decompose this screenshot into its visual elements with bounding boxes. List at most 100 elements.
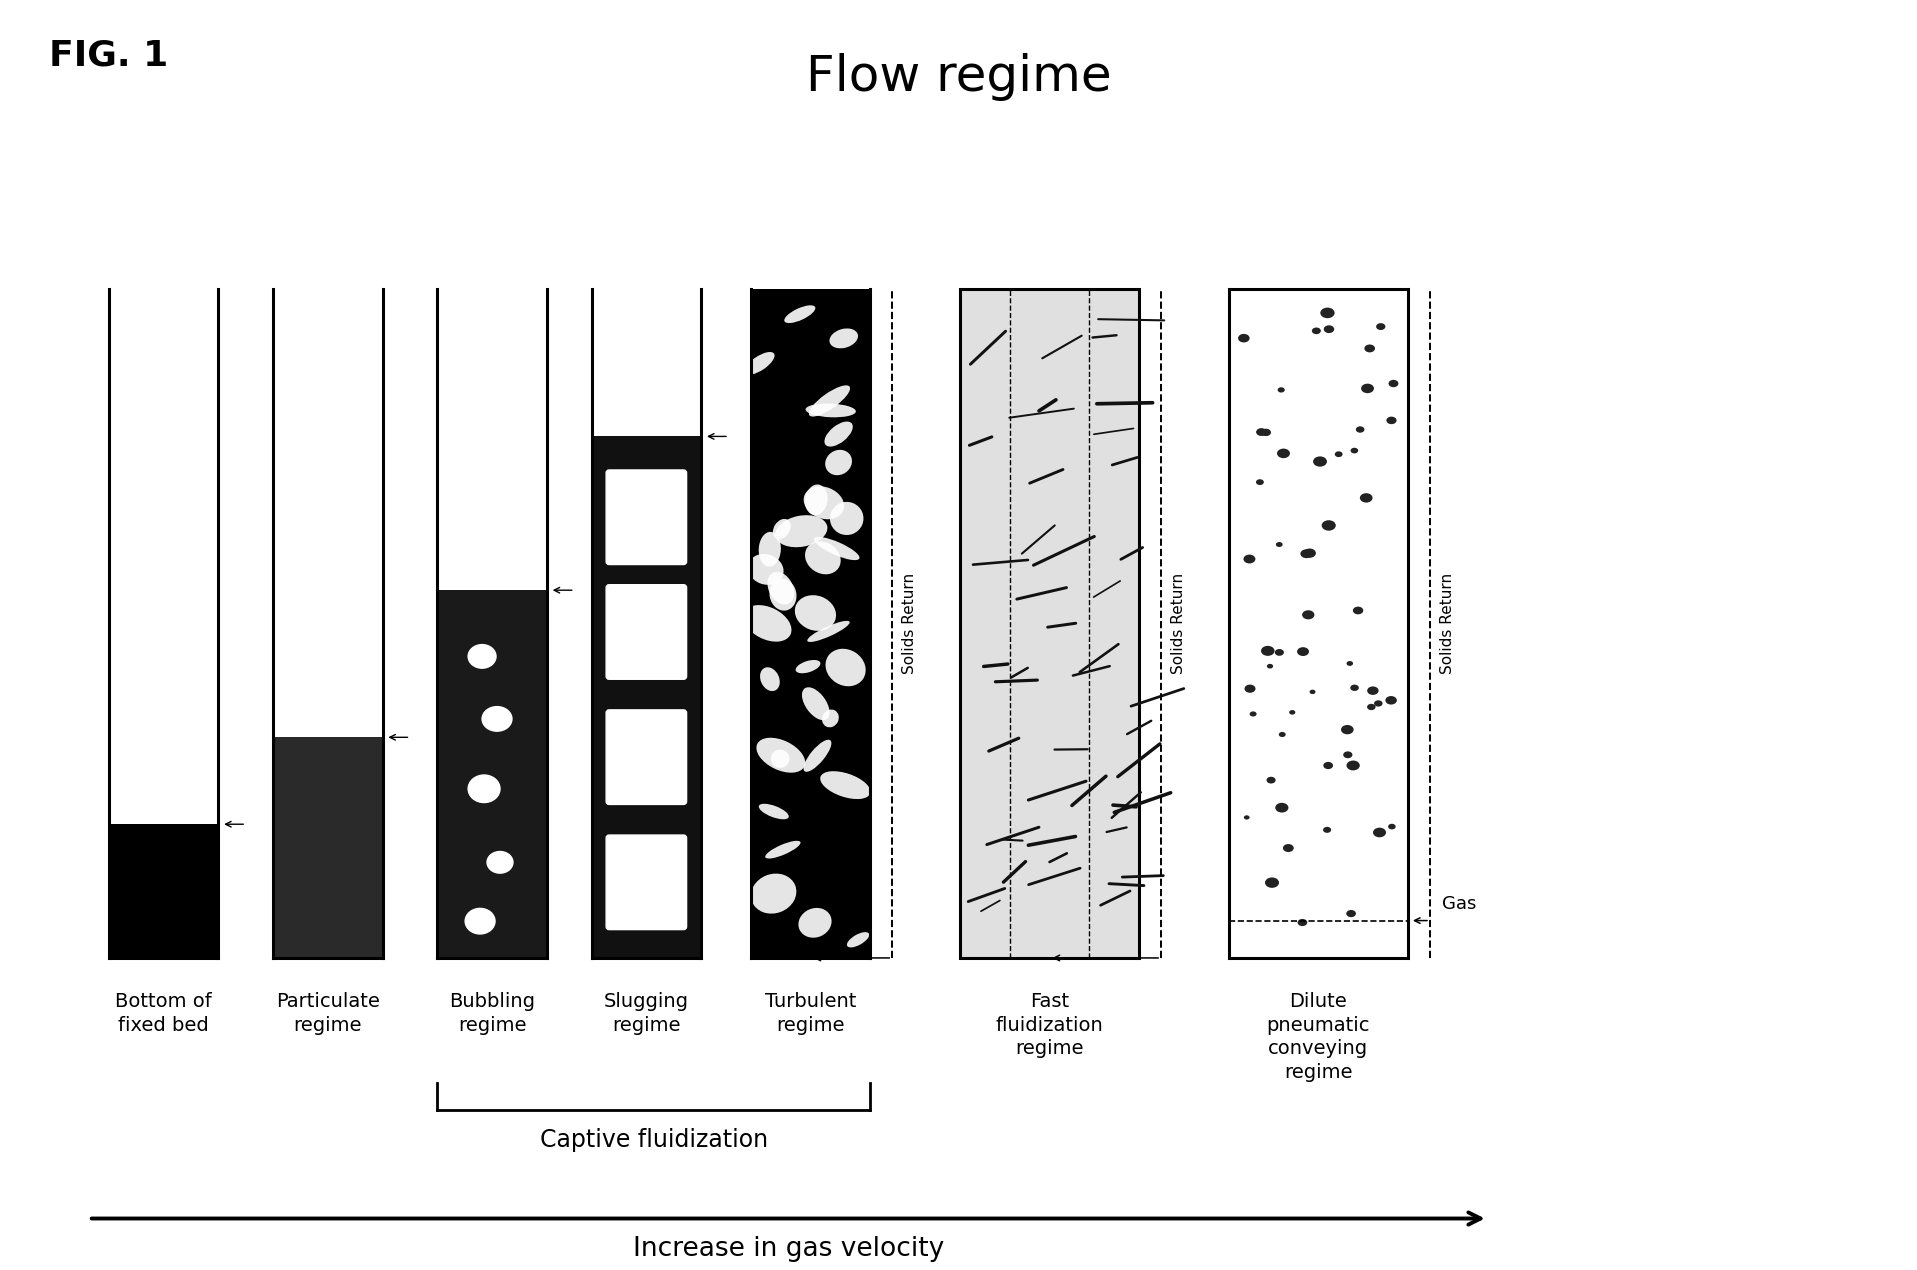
Ellipse shape (824, 422, 853, 447)
Ellipse shape (847, 932, 868, 947)
Ellipse shape (744, 352, 774, 375)
Ellipse shape (830, 502, 863, 535)
Ellipse shape (822, 710, 840, 728)
Ellipse shape (797, 908, 832, 937)
Bar (960, 290, 1139, 958)
Ellipse shape (1374, 700, 1382, 706)
Ellipse shape (809, 385, 849, 417)
Ellipse shape (1304, 549, 1315, 558)
Ellipse shape (824, 450, 851, 475)
Ellipse shape (1261, 646, 1275, 655)
Ellipse shape (1342, 725, 1353, 734)
Ellipse shape (759, 804, 788, 819)
Ellipse shape (1277, 448, 1290, 458)
Text: Captive fluidization: Captive fluidization (541, 1128, 769, 1152)
Ellipse shape (1250, 711, 1258, 716)
Ellipse shape (466, 908, 495, 933)
Ellipse shape (1309, 690, 1315, 695)
Text: Particulate
regime: Particulate regime (276, 992, 380, 1035)
FancyBboxPatch shape (606, 470, 686, 565)
Ellipse shape (759, 667, 780, 691)
Text: Solids Return: Solids Return (903, 573, 916, 674)
Ellipse shape (1300, 550, 1313, 558)
Ellipse shape (744, 605, 792, 641)
Ellipse shape (1256, 479, 1263, 485)
Ellipse shape (830, 329, 859, 348)
Ellipse shape (1288, 710, 1296, 715)
Ellipse shape (767, 572, 794, 605)
Ellipse shape (468, 645, 497, 668)
Text: Slugging
regime: Slugging regime (604, 992, 688, 1035)
Ellipse shape (796, 660, 820, 673)
Bar (751, 290, 870, 958)
Ellipse shape (757, 738, 805, 772)
Ellipse shape (805, 404, 855, 418)
Ellipse shape (826, 649, 866, 686)
Ellipse shape (1302, 611, 1315, 620)
Ellipse shape (481, 706, 512, 732)
Ellipse shape (803, 486, 843, 519)
Ellipse shape (796, 596, 836, 631)
Ellipse shape (769, 579, 796, 611)
Ellipse shape (805, 484, 828, 516)
Ellipse shape (774, 516, 828, 547)
Ellipse shape (1279, 732, 1286, 737)
Bar (272, 738, 383, 958)
Ellipse shape (1325, 325, 1334, 333)
Bar (1229, 290, 1409, 958)
Ellipse shape (1298, 648, 1309, 657)
Ellipse shape (1244, 555, 1256, 564)
Ellipse shape (1277, 387, 1284, 392)
Ellipse shape (773, 519, 792, 540)
Ellipse shape (1388, 380, 1397, 387)
Text: Solids Return: Solids Return (1440, 573, 1455, 674)
Ellipse shape (1256, 428, 1267, 436)
Ellipse shape (1350, 685, 1359, 691)
Ellipse shape (1238, 334, 1250, 343)
Text: Fast
fluidization
regime: Fast fluidization regime (995, 992, 1104, 1058)
Ellipse shape (784, 305, 815, 323)
Ellipse shape (1346, 911, 1355, 917)
Ellipse shape (803, 739, 832, 772)
Ellipse shape (1373, 828, 1386, 837)
Ellipse shape (1344, 752, 1353, 758)
Ellipse shape (1334, 451, 1342, 457)
Ellipse shape (1321, 307, 1334, 319)
Ellipse shape (815, 537, 859, 560)
Ellipse shape (1323, 762, 1332, 770)
Ellipse shape (1376, 323, 1386, 330)
FancyBboxPatch shape (606, 836, 686, 930)
Ellipse shape (1346, 761, 1359, 771)
Text: Turbulent
regime: Turbulent regime (765, 992, 857, 1035)
Ellipse shape (1361, 384, 1374, 394)
Ellipse shape (1311, 328, 1321, 334)
Ellipse shape (1267, 664, 1273, 668)
Bar (592, 437, 702, 958)
Ellipse shape (1277, 542, 1282, 547)
Ellipse shape (1367, 704, 1376, 710)
Ellipse shape (751, 874, 796, 913)
Ellipse shape (1353, 607, 1363, 615)
Ellipse shape (748, 554, 784, 584)
Ellipse shape (807, 621, 849, 641)
Ellipse shape (801, 687, 830, 720)
FancyBboxPatch shape (606, 710, 686, 804)
Ellipse shape (1386, 696, 1397, 705)
Ellipse shape (1346, 660, 1353, 665)
Ellipse shape (1355, 427, 1365, 433)
Ellipse shape (820, 771, 870, 799)
Ellipse shape (1386, 417, 1397, 424)
Text: Bubbling
regime: Bubbling regime (449, 992, 535, 1035)
Text: Gas: Gas (1442, 894, 1476, 913)
Ellipse shape (1282, 845, 1294, 852)
Text: Solids Return: Solids Return (1171, 573, 1187, 674)
Ellipse shape (771, 749, 790, 768)
Ellipse shape (759, 532, 780, 566)
Ellipse shape (1313, 456, 1327, 466)
Ellipse shape (487, 851, 514, 874)
Ellipse shape (1321, 521, 1336, 531)
Bar (109, 824, 219, 958)
Ellipse shape (1261, 429, 1271, 436)
Ellipse shape (1298, 919, 1307, 926)
Text: FIG. 1: FIG. 1 (50, 38, 169, 72)
